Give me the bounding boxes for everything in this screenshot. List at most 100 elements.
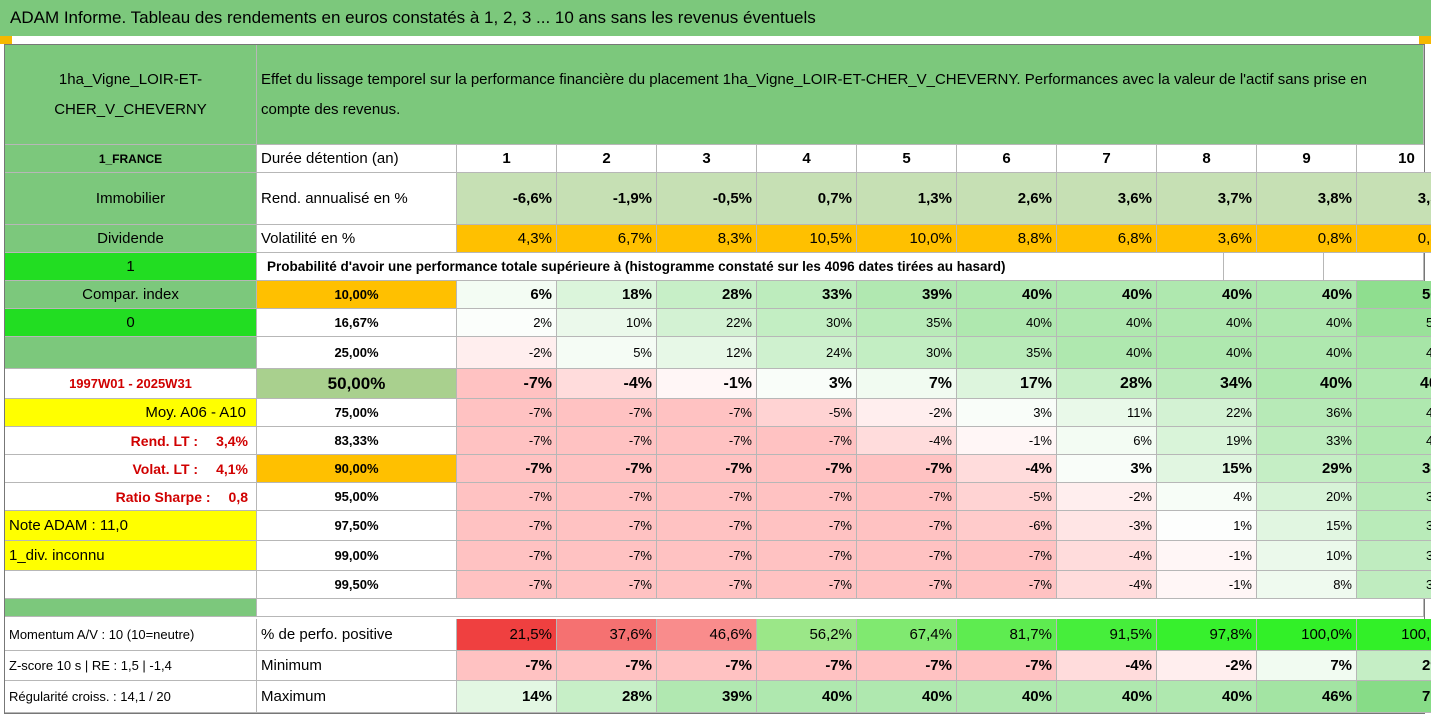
sharpe-value: 0,8 (228, 488, 248, 505)
percentile-cell: -1% (957, 427, 1057, 455)
report-table: 1ha_Vigne_LOIR-ET-CHER_V_CHEVERNY Effet … (4, 44, 1431, 714)
percentile-cell: -7% (857, 483, 957, 511)
percentile-cell: 29% (1257, 455, 1357, 483)
percentile-cell: 32% (1357, 541, 1431, 571)
year-header: 3 (657, 145, 757, 173)
percentile-cell: 22% (657, 309, 757, 337)
maximum-cell: 40% (1057, 681, 1157, 713)
percentile-cell: -3% (1057, 511, 1157, 541)
percentile-cell: -7% (457, 511, 557, 541)
note-adam: Note ADAM : 11,0 (5, 511, 257, 541)
volat-cell: 6,7% (557, 225, 657, 253)
percentile-cell: 19% (1157, 427, 1257, 455)
percentile-cell: 12% (657, 337, 757, 369)
dividend-label: Dividende (5, 225, 257, 253)
percentile-cell: -2% (457, 337, 557, 369)
volat-cell: 8,8% (957, 225, 1057, 253)
percentile-label: 90,00% (257, 455, 457, 483)
percentile-cell: 40% (1257, 337, 1357, 369)
percentile-cell: 33% (757, 281, 857, 309)
empty-cell (1224, 253, 1324, 281)
percentile-cell: -7% (557, 571, 657, 599)
minimum-cell: -7% (457, 651, 557, 681)
year-header: 5 (857, 145, 957, 173)
percentile-cell: 35% (857, 309, 957, 337)
percentile-cell: 56% (1357, 281, 1431, 309)
rend-cell: 0,7% (757, 173, 857, 225)
duration-label: Durée détention (an) (257, 145, 457, 173)
percentile-cell: -5% (757, 399, 857, 427)
percentile-cell: -7% (657, 571, 757, 599)
rend-cell: -0,5% (657, 173, 757, 225)
percentile-label: 50,00% (257, 369, 457, 399)
percentile-cell: -7% (857, 571, 957, 599)
percentile-cell: 40% (1157, 309, 1257, 337)
positive-label: % de perfo. positive (257, 619, 457, 651)
minimum-cell: -7% (757, 651, 857, 681)
percentile-cell: 51% (1357, 309, 1431, 337)
minimum-cell: 7% (1257, 651, 1357, 681)
percentile-cell: 30% (857, 337, 957, 369)
volat-cell: 0,8% (1357, 225, 1431, 253)
percentile-cell: -7% (757, 541, 857, 571)
percentile-cell: 40% (957, 309, 1057, 337)
maximum-cell: 28% (557, 681, 657, 713)
percentile-cell: 36% (1357, 483, 1431, 511)
minimum-label: Minimum (257, 651, 457, 681)
percentile-cell: -7% (757, 571, 857, 599)
percentile-label: 10,00% (257, 281, 457, 309)
percentile-cell: 40% (1257, 369, 1357, 399)
volat-cell: 6,8% (1057, 225, 1157, 253)
percentile-cell: 28% (1057, 369, 1157, 399)
percentile-cell: 40% (1257, 281, 1357, 309)
percentile-cell: -7% (457, 571, 557, 599)
percentile-cell: -4% (1057, 541, 1157, 571)
minimum-cell: -7% (857, 651, 957, 681)
positive-cell: 67,4% (857, 619, 957, 651)
percentile-cell: -7% (657, 483, 757, 511)
percentile-cell: 1% (1157, 511, 1257, 541)
percentile-cell: 17% (957, 369, 1057, 399)
percentile-cell: 15% (1157, 455, 1257, 483)
maximum-cell: 39% (657, 681, 757, 713)
percentile-cell: -7% (457, 455, 557, 483)
percentile-cell: 4% (1157, 483, 1257, 511)
maximum-cell: 40% (1157, 681, 1257, 713)
percentile-cell: 35% (957, 337, 1057, 369)
percentile-cell: -7% (657, 427, 757, 455)
positive-cell: 21,5% (457, 619, 557, 651)
percentile-label: 83,33% (257, 427, 457, 455)
compar-index-label: Compar. index (5, 281, 257, 309)
indicator-zero: 0 (5, 309, 257, 337)
corner-marker-left (0, 36, 12, 44)
rend-lt-value: 3,4% (216, 432, 248, 449)
rend-cell: 1,3% (857, 173, 957, 225)
minimum-cell: -2% (1157, 651, 1257, 681)
dividend-unknown: 1_div. inconnu (5, 541, 257, 571)
percentile-cell: -7% (557, 427, 657, 455)
percentile-label: 99,00% (257, 541, 457, 571)
asset-name: 1ha_Vigne_LOIR-ET-CHER_V_CHEVERNY (5, 45, 257, 145)
percentile-cell: 32% (1357, 571, 1431, 599)
percentile-cell: 34% (1157, 369, 1257, 399)
percentile-cell: -4% (557, 369, 657, 399)
percentile-cell: -7% (757, 455, 857, 483)
percentile-cell: 7% (857, 369, 957, 399)
percentile-cell: -7% (657, 455, 757, 483)
percentile-cell: -7% (857, 541, 957, 571)
separator-green (5, 599, 257, 617)
positive-cell: 97,8% (1157, 619, 1257, 651)
minimum-cell: -4% (1057, 651, 1157, 681)
percentile-cell: 22% (1157, 399, 1257, 427)
volat-cell: 3,6% (1157, 225, 1257, 253)
percentile-cell: 3% (1057, 455, 1157, 483)
percentile-label: 95,00% (257, 483, 457, 511)
year-header: 10 (1357, 145, 1431, 173)
percentile-cell: -7% (757, 511, 857, 541)
sharpe-label: Ratio Sharpe : (115, 488, 211, 505)
percentile-cell: -4% (1057, 571, 1157, 599)
year-header: 7 (1057, 145, 1157, 173)
rend-lt-label: Rend. LT : (130, 432, 199, 449)
percentile-cell: 15% (1257, 511, 1357, 541)
percentile-cell: 36% (1257, 399, 1357, 427)
